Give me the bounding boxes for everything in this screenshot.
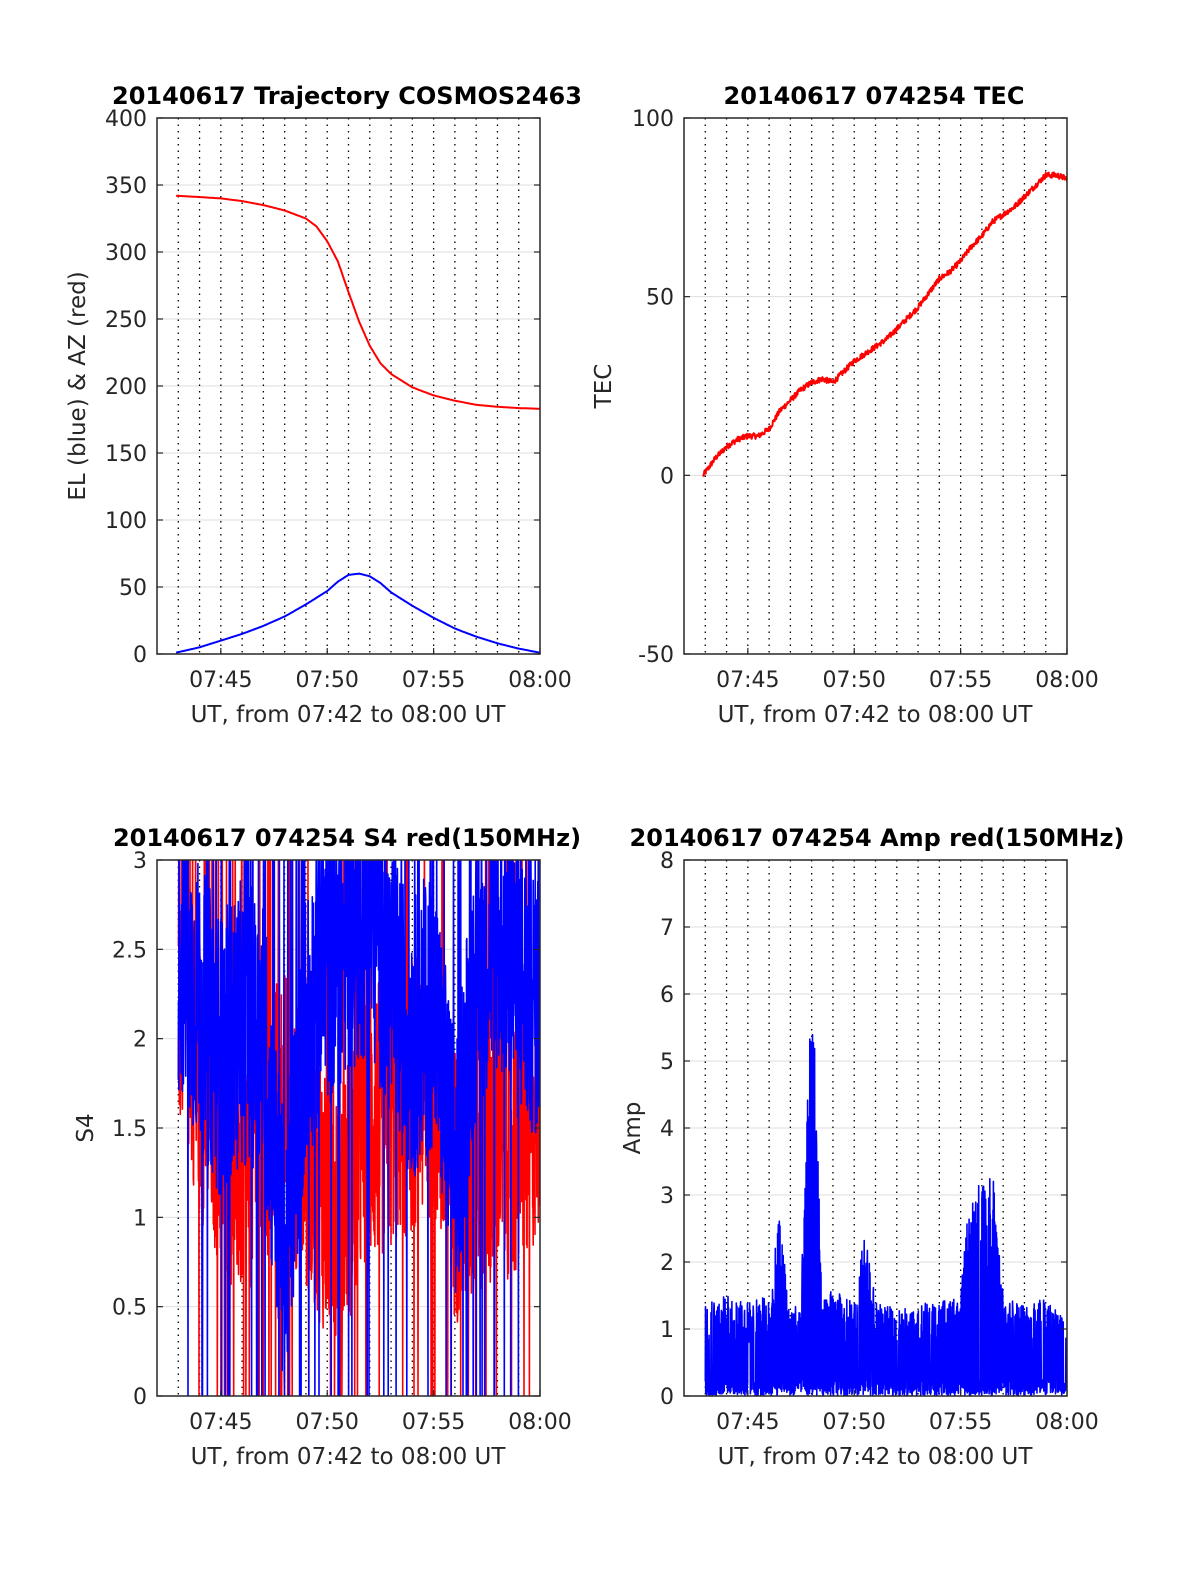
amp-xtick-label: 07:50 — [823, 1410, 886, 1435]
s4-ytick-label: 1 — [133, 1206, 147, 1231]
trajectory-ytick-label: 300 — [105, 241, 147, 266]
amp-ytick-label: 7 — [660, 916, 674, 941]
trajectory-panel: 20140617 Trajectory COSMOS2463 0 50 100 150… — [65, 82, 582, 728]
trajectory-series-red — [176, 194, 540, 410]
tec-ytick-label: -50 — [638, 643, 674, 668]
tec-xtick-label: 07:50 — [823, 668, 886, 693]
s4-ylabel: S4 — [73, 1113, 99, 1142]
tec-ytick-label: 0 — [660, 464, 674, 489]
s4-ytick-label: 2 — [133, 1028, 147, 1053]
s4-ytick-label: 2.5 — [112, 938, 147, 963]
amp-ytick-label: 1 — [660, 1318, 674, 1343]
amp-ylabel: Amp — [620, 1102, 646, 1155]
trajectory-ylabel: EL (blue) & AZ (red) — [65, 271, 91, 500]
s4-title: 20140617 074254 S4 red(150MHz) — [113, 824, 581, 852]
tec-title: 20140617 074254 TEC — [724, 82, 1025, 110]
trajectory-ytick-label: 50 — [119, 576, 147, 601]
trajectory-ytick-label: 400 — [105, 107, 147, 132]
tec-ytick-label: 50 — [646, 286, 674, 311]
trajectory-series-blue — [175, 572, 540, 654]
trajectory-ytick-label: 0 — [133, 643, 147, 668]
tec-xtick-label: 07:45 — [716, 668, 779, 693]
s4-xtick-label: 08:00 — [508, 1410, 571, 1435]
trajectory-ytick-label: 350 — [105, 174, 147, 199]
s4-ytick-label: 1.5 — [112, 1117, 147, 1142]
s4-xtick-label: 07:50 — [296, 1410, 359, 1435]
trajectory-ytick-label: 200 — [105, 375, 147, 400]
s4-series-blue — [177, 860, 540, 1396]
tec-axes-box — [683, 117, 1068, 655]
trajectory-ytick-label: 150 — [105, 442, 147, 467]
trajectory-xtick-label: 07:55 — [402, 668, 465, 693]
s4-ytick-label: 0.5 — [112, 1296, 147, 1321]
amp-title: 20140617 074254 Amp red(150MHz) — [630, 824, 1125, 852]
tec-ytick-label: 100 — [632, 107, 674, 132]
amp-ytick-label: 0 — [660, 1385, 674, 1410]
amp-panel: 0 1 2 3 4 5 6 7 8 07:45 07:50 07:55 08:00 20140617 0… — [620, 824, 1124, 1470]
s4-ytick-label: 0 — [133, 1385, 147, 1410]
amp-xtick-label: 08:00 — [1035, 1410, 1098, 1435]
s4-xtick-label: 07:55 — [402, 1410, 465, 1435]
s4-xtick-label: 07:45 — [189, 1410, 252, 1435]
trajectory-ytick-label: 100 — [105, 509, 147, 534]
trajectory-xlabel: UT, from 07:42 to 08:00 UT — [191, 702, 507, 728]
amp-ytick-label: 5 — [660, 1050, 674, 1075]
amp-xtick-label: 07:45 — [716, 1410, 779, 1435]
tec-xtick-label: 08:00 — [1035, 668, 1098, 693]
tec-xlabel: UT, from 07:42 to 08:00 UT — [718, 702, 1034, 728]
trajectory-title: 20140617 Trajectory COSMOS2463 — [112, 82, 582, 110]
amp-ytick-label: 8 — [660, 849, 674, 874]
amp-ytick-label: 4 — [660, 1117, 674, 1142]
amp-xlabel: UT, from 07:42 to 08:00 UT — [718, 1444, 1034, 1470]
amp-series-blue — [704, 1033, 1067, 1396]
s4-xlabel: UT, from 07:42 to 08:00 UT — [191, 1444, 507, 1470]
tec-ylabel: TEC — [591, 364, 617, 410]
trajectory-xtick-label: 07:45 — [189, 668, 252, 693]
trajectory-ytick-label: 250 — [105, 308, 147, 333]
amp-ytick-label: 3 — [660, 1184, 674, 1209]
trajectory-xtick-label: 07:50 — [296, 668, 359, 693]
s4-ytick-label: 3 — [133, 849, 147, 874]
tec-series-red — [702, 171, 1067, 477]
amp-ytick-label: 6 — [660, 983, 674, 1008]
amp-ytick-label: 2 — [660, 1251, 674, 1276]
amp-xtick-label: 07:55 — [929, 1410, 992, 1435]
trajectory-xtick-label: 08:00 — [508, 668, 571, 693]
tec-xtick-label: 07:55 — [929, 668, 992, 693]
tec-panel: 20140617 074254 TEC -50 0 50 100 07:45 07:50 0… — [591, 82, 1099, 728]
s4-panel: 0 0.5 1 1.5 2 2.5 3 07:45 07:50 07:55 08:00 201406… — [73, 824, 581, 1470]
